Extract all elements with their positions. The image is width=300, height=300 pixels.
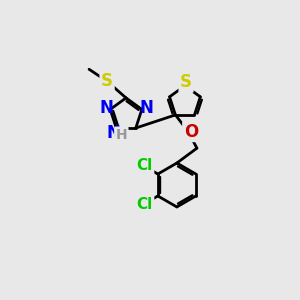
- Text: Cl: Cl: [136, 158, 153, 173]
- Text: N: N: [99, 99, 113, 117]
- Text: Cl: Cl: [136, 196, 153, 211]
- Text: N: N: [106, 124, 120, 142]
- Text: H: H: [116, 128, 127, 142]
- Text: N: N: [139, 99, 153, 117]
- Text: S: S: [101, 72, 113, 90]
- Text: S: S: [180, 73, 192, 91]
- Text: O: O: [184, 122, 198, 140]
